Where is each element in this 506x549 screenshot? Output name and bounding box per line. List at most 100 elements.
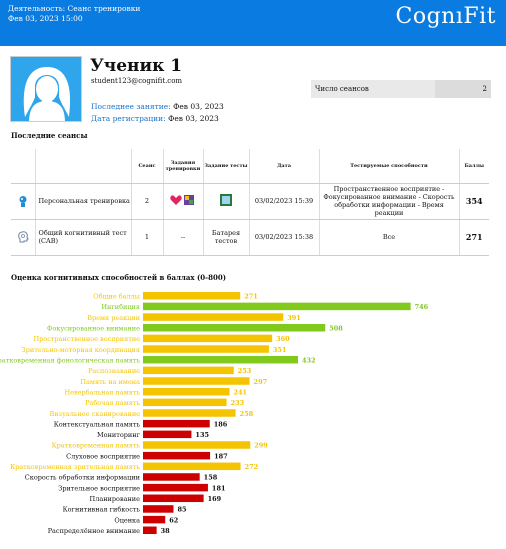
bar-value-label: 297 <box>254 378 268 386</box>
bar-value-label: 241 <box>233 388 247 396</box>
bar <box>143 483 208 492</box>
activity-label: Деятельность: Сеанс тренировки <box>8 4 141 13</box>
session-tests: Батарея тестов <box>202 219 249 256</box>
bar <box>143 526 157 535</box>
bar <box>143 366 234 375</box>
session-count: 2 <box>130 183 163 220</box>
table-header-row: Сеанс Задания тренировки Задание тесты Д… <box>11 149 489 184</box>
session-date: 03/02/2023 15:39 <box>248 183 319 220</box>
category-label: Кратковременная зрительная память <box>10 463 140 471</box>
session-date: 03/02/2023 15:38 <box>248 219 319 256</box>
bar <box>143 334 273 343</box>
category-label: Время реакции <box>87 314 140 322</box>
bar <box>143 505 174 513</box>
category-label: Слуховое восприятие <box>66 452 140 460</box>
bar <box>143 441 251 449</box>
bar <box>143 302 411 311</box>
activity-date: Фев 03, 2023 15:00 <box>8 14 83 23</box>
bar <box>143 313 284 321</box>
category-label: Кратковременная память <box>52 442 141 450</box>
last-session-value: Фев 03, 2023 <box>173 102 224 111</box>
category-label: Когнитивная гибкость <box>63 506 141 514</box>
bar-value-label: 186 <box>214 420 228 428</box>
bar <box>143 494 204 503</box>
col-training: Задания тренировки <box>162 149 203 184</box>
bar-value-label: 169 <box>208 495 222 503</box>
category-label: Визуальное сканирование <box>49 410 140 418</box>
category-label: Мониторинг <box>97 431 141 439</box>
bar-value-label: 271 <box>244 293 258 301</box>
bar-value-label: 272 <box>245 463 259 471</box>
session-abilities: Все <box>318 219 459 256</box>
category-label: Пространственное восприятие <box>34 335 141 343</box>
session-score: 354 <box>458 183 489 220</box>
col-score: Баллы <box>458 149 489 184</box>
bar-value-label: 299 <box>254 442 268 450</box>
head-icon <box>17 231 29 243</box>
table-row[interactable]: Общий когнитивный тест (CAB) 1 -- Батаре… <box>11 219 489 256</box>
category-label: Общие баллы <box>93 293 140 301</box>
bar <box>143 430 192 439</box>
bar-value-label: 746 <box>415 303 429 311</box>
category-label: Распределённое внимание <box>48 527 140 535</box>
bar-value-label: 253 <box>238 367 252 375</box>
bar-value-label: 508 <box>329 324 343 332</box>
bar <box>143 419 210 428</box>
bar-value-label: 187 <box>214 452 228 460</box>
bar <box>143 398 227 407</box>
last-session-label: Последнее занятие: <box>91 102 171 111</box>
cognifit-logo: CognıFit <box>395 4 496 29</box>
student-name: Ученик 1 <box>90 56 183 76</box>
training-icons <box>162 183 203 220</box>
avatar <box>10 56 82 122</box>
bar-value-label: 432 <box>302 356 316 364</box>
category-label: Оценка <box>114 516 140 524</box>
category-label: Рабочая память <box>85 399 140 407</box>
bar-value-label: 158 <box>204 474 218 482</box>
bar <box>143 515 166 524</box>
bar <box>143 409 236 417</box>
bar <box>143 387 230 396</box>
category-label: Зрительно-моторная координация <box>22 346 140 354</box>
bar-value-label: 233 <box>231 399 245 407</box>
table-row[interactable]: Персональная тренировка 2 03/02/2023 15:… <box>11 183 489 220</box>
col-tests: Задание тесты <box>202 149 249 184</box>
registration-value: Фев 03, 2023 <box>168 114 219 123</box>
training-placeholder: -- <box>162 219 203 256</box>
session-name: Персональная тренировка <box>34 183 131 220</box>
header-bar: Деятельность: Сеанс тренировки Фев 03, 2… <box>0 0 506 46</box>
col-session: Сеанс <box>130 149 163 184</box>
recent-sessions-title: Последние сеансы <box>11 131 88 140</box>
category-label: Ингибиция <box>101 303 140 311</box>
bar-value-label: 135 <box>195 431 209 439</box>
bar <box>143 462 241 471</box>
category-label: Планирование <box>90 495 141 503</box>
abilities-bar-chart: Общие баллы 271 Ингибиция 746 Время реакции 3… <box>0 292 429 535</box>
brain-person-icon <box>19 196 27 207</box>
session-score: 271 <box>458 219 489 256</box>
session-count-box: Число сеансов 2 <box>311 80 491 98</box>
bar <box>143 345 269 353</box>
bar <box>143 292 241 300</box>
category-label: Зрительное восприятие <box>58 484 140 492</box>
col-abilities: Тестируемые способности <box>318 149 459 184</box>
bar-value-label: 360 <box>276 335 290 343</box>
session-name: Общий когнитивный тест (CAB) <box>34 219 131 256</box>
category-label: Фокусированное внимание <box>47 324 140 332</box>
test-icon-cell <box>202 183 249 220</box>
test-thumbnail-icon <box>220 194 232 206</box>
category-label: Скорость обработки информации <box>25 474 140 482</box>
registration-label: Дата регистрации: <box>91 114 166 123</box>
category-label: Контекстуальная память <box>54 420 141 428</box>
col-date: Дата <box>248 149 319 184</box>
category-label: Распознавание <box>88 367 140 375</box>
sessions-table: Сеанс Задания тренировки Задание тесты Д… <box>11 149 489 256</box>
registration-date: Дата регистрации: Фев 03, 2023 <box>91 114 219 123</box>
student-email: student123@cognifit.com <box>91 77 183 85</box>
bar <box>143 377 250 385</box>
category-label: Кратковременная фонологическая память <box>0 356 140 364</box>
session-count-label: Число сеансов <box>311 80 435 98</box>
session-abilities: Пространственное восприятие - Фокусирова… <box>318 183 459 220</box>
bar <box>143 323 326 332</box>
bar-value-label: 62 <box>169 516 178 524</box>
